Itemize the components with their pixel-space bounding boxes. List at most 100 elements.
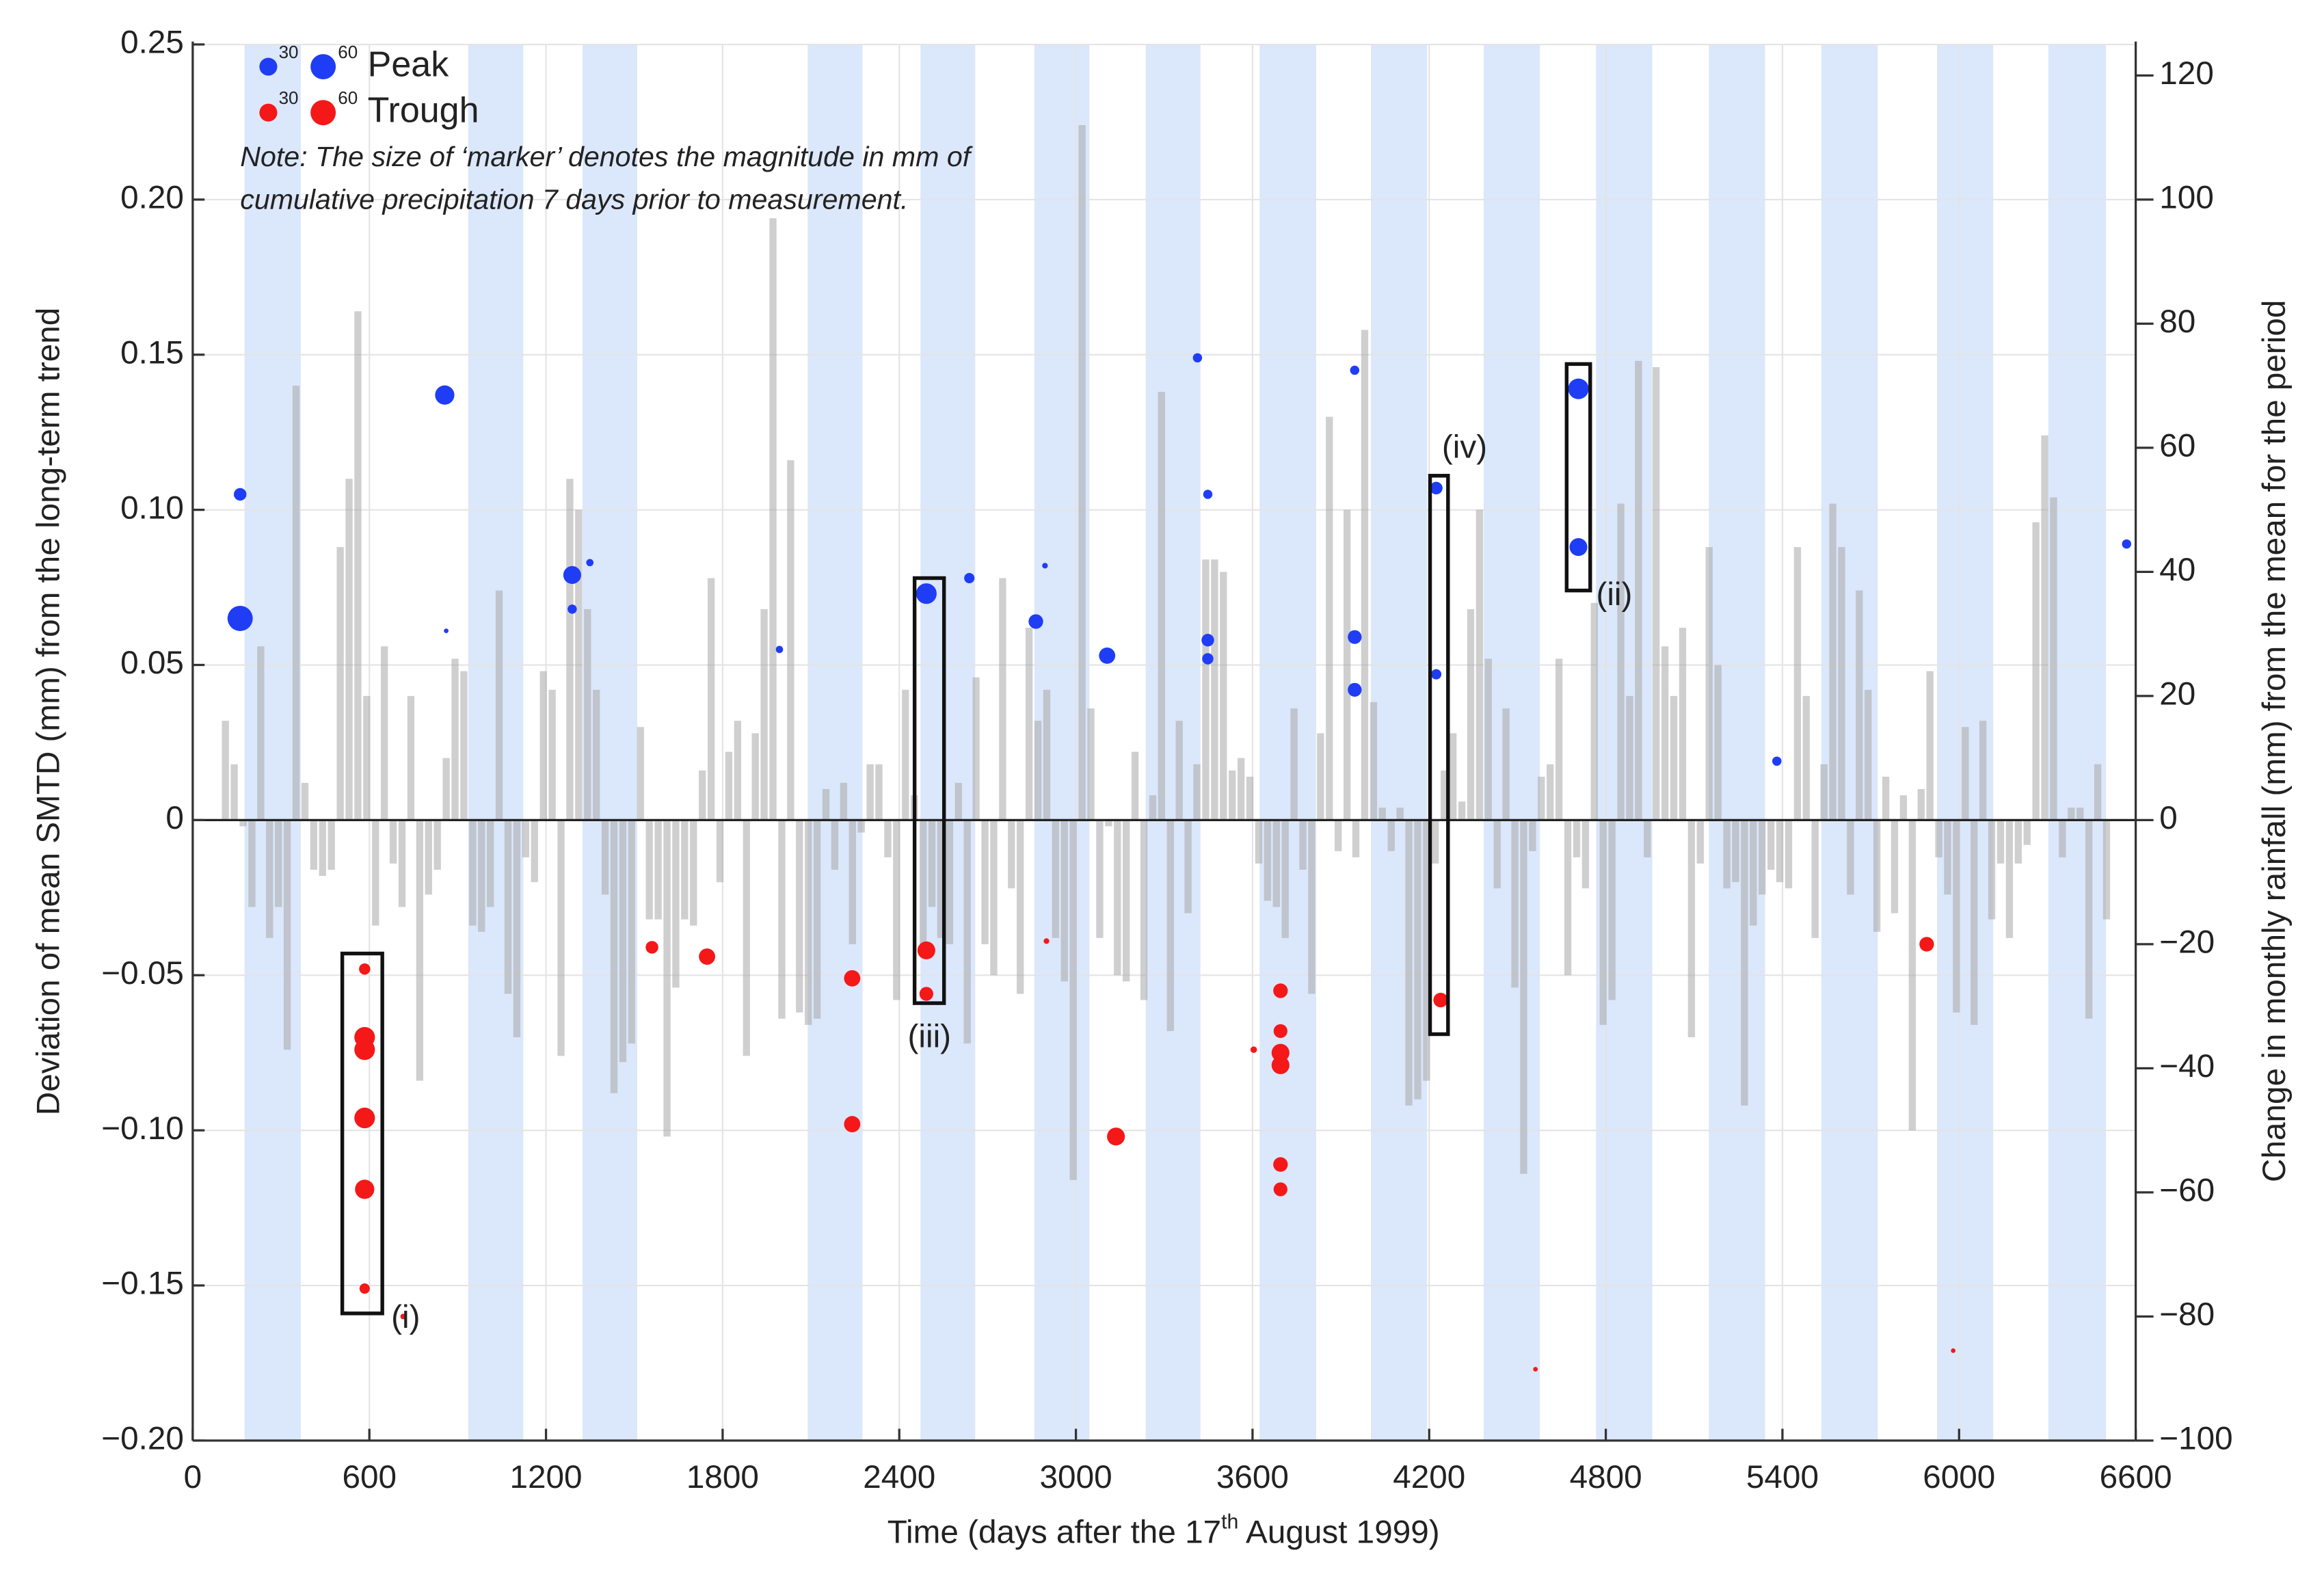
bar <box>425 820 432 895</box>
bar <box>875 764 883 821</box>
bar <box>1670 695 1678 821</box>
point <box>1028 614 1043 629</box>
bar <box>1759 820 1766 895</box>
bar <box>1679 628 1687 821</box>
x-axis-label-part: August 1999) <box>1238 1514 1439 1550</box>
shaded-period <box>1259 44 1316 1441</box>
legend-size-label: 30 <box>279 42 299 62</box>
bar <box>672 820 680 988</box>
bar <box>1458 801 1466 821</box>
bar <box>1069 820 1077 1180</box>
bar <box>1732 820 1739 883</box>
bar <box>2041 435 2048 821</box>
bar <box>1423 820 1430 1081</box>
bar <box>266 820 273 938</box>
bar <box>813 820 821 1019</box>
bar <box>1687 820 1696 1038</box>
bar <box>743 820 750 1056</box>
bar <box>1564 820 1572 976</box>
point <box>1271 1056 1290 1074</box>
bar <box>1793 547 1802 821</box>
bar <box>1696 820 1704 864</box>
background-layer <box>191 43 2137 1441</box>
bar <box>1529 820 1536 851</box>
bar <box>1184 820 1192 913</box>
y-tick-label: 0.25 <box>120 25 184 61</box>
bar <box>336 547 344 821</box>
bar <box>1538 776 1545 821</box>
bar <box>1370 702 1378 821</box>
bar <box>1467 609 1475 821</box>
point <box>1273 1182 1287 1197</box>
bar <box>963 820 971 1044</box>
bar <box>2023 820 2031 845</box>
bar <box>1034 721 1042 821</box>
bar <box>884 820 892 857</box>
bar <box>2068 808 2075 821</box>
point <box>1772 756 1782 766</box>
point <box>1348 682 1362 697</box>
point <box>1433 992 1448 1008</box>
y-tick-label: −0.05 <box>101 955 184 991</box>
bar <box>1626 695 1633 821</box>
bar <box>257 646 265 821</box>
point <box>354 1107 375 1129</box>
bar <box>1502 708 1510 821</box>
bar <box>1149 795 1157 821</box>
point <box>1430 481 1443 495</box>
bar <box>981 820 989 944</box>
bar <box>716 820 724 883</box>
bar <box>1166 820 1174 1031</box>
point <box>1569 538 1588 557</box>
bar <box>760 609 768 821</box>
bar <box>557 820 565 1056</box>
point <box>1350 365 1360 375</box>
bar <box>787 460 794 821</box>
bar <box>487 820 494 907</box>
point <box>233 488 247 501</box>
point <box>775 645 784 654</box>
bar <box>1820 764 1828 821</box>
annotation-box <box>1428 474 1450 1037</box>
point <box>1201 633 1214 647</box>
bar <box>1343 509 1351 821</box>
bar <box>2059 820 2066 857</box>
bar <box>610 820 618 1093</box>
bar <box>1255 820 1263 864</box>
bar <box>363 695 371 821</box>
bar <box>1953 820 1960 1013</box>
bar <box>1396 808 1404 821</box>
bar <box>769 218 777 821</box>
bar <box>398 820 406 907</box>
bar <box>1599 820 1607 1025</box>
point <box>227 606 253 631</box>
bar <box>1352 820 1360 857</box>
bar <box>1661 646 1669 821</box>
bar <box>1988 820 1996 920</box>
bar <box>1714 665 1722 821</box>
x-tick-label: 1800 <box>686 1459 759 1495</box>
y2-tick-label: −20 <box>2159 924 2215 961</box>
bar <box>1811 820 1819 938</box>
bar <box>1387 820 1395 851</box>
legend-label: Trough <box>368 90 479 130</box>
y2-axis-label: Change in monthly rainfall (mm) from the… <box>2256 300 2293 1182</box>
bar <box>222 721 229 821</box>
bar <box>1484 658 1492 821</box>
y2-tick-label: 40 <box>2159 552 2195 588</box>
y2-tick-label: −40 <box>2159 1048 2215 1084</box>
bar <box>1838 547 1845 821</box>
bar <box>2094 764 2102 821</box>
bar <box>1272 820 1280 907</box>
bar <box>1317 733 1324 821</box>
bar <box>2014 820 2022 864</box>
legend-marker <box>310 100 336 126</box>
bar <box>972 677 980 821</box>
bar <box>2050 497 2057 821</box>
y-tick-label: 0.10 <box>120 490 184 526</box>
bar <box>946 820 954 944</box>
bar <box>1449 733 1457 821</box>
bar <box>230 764 238 821</box>
point <box>1203 490 1213 499</box>
bar <box>539 671 547 821</box>
